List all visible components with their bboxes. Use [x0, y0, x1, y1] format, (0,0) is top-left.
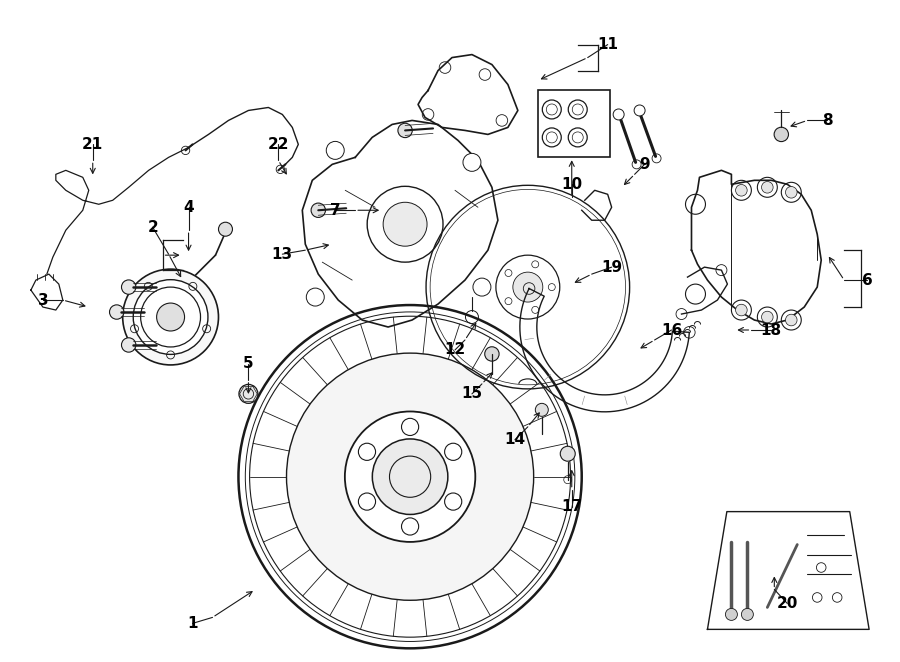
Text: 13: 13: [272, 247, 292, 261]
Circle shape: [735, 185, 747, 196]
Circle shape: [774, 127, 788, 142]
Circle shape: [398, 123, 412, 138]
Circle shape: [133, 279, 208, 354]
Text: 15: 15: [462, 387, 482, 401]
Circle shape: [373, 439, 448, 514]
Circle shape: [735, 305, 747, 316]
Circle shape: [473, 278, 491, 296]
Circle shape: [445, 493, 462, 510]
Circle shape: [110, 305, 124, 319]
Circle shape: [122, 280, 136, 295]
Text: 11: 11: [598, 37, 618, 52]
Circle shape: [725, 608, 737, 620]
Text: 10: 10: [562, 177, 582, 192]
Circle shape: [401, 418, 419, 436]
Text: 4: 4: [184, 200, 194, 214]
Circle shape: [327, 142, 344, 160]
Circle shape: [536, 403, 548, 416]
Circle shape: [219, 222, 232, 236]
Circle shape: [122, 338, 136, 352]
Text: 17: 17: [562, 499, 582, 514]
Text: 14: 14: [504, 432, 526, 448]
Text: 7: 7: [330, 203, 340, 218]
Circle shape: [306, 288, 324, 306]
Text: 19: 19: [601, 260, 622, 275]
Circle shape: [122, 269, 219, 365]
Circle shape: [786, 187, 797, 198]
Circle shape: [613, 109, 624, 120]
Circle shape: [157, 303, 184, 331]
Text: 18: 18: [760, 322, 782, 338]
Circle shape: [383, 203, 427, 246]
Text: 21: 21: [82, 137, 104, 152]
Text: 16: 16: [661, 322, 682, 338]
Text: 12: 12: [445, 342, 465, 357]
Circle shape: [786, 314, 797, 326]
Text: 2: 2: [148, 220, 158, 235]
Text: 9: 9: [639, 157, 650, 172]
Circle shape: [463, 154, 481, 171]
Circle shape: [238, 385, 258, 403]
Circle shape: [311, 203, 326, 217]
Circle shape: [561, 446, 575, 461]
Text: 5: 5: [243, 356, 254, 371]
Circle shape: [634, 105, 645, 116]
Text: 6: 6: [861, 273, 872, 287]
Text: 20: 20: [777, 596, 798, 611]
Circle shape: [401, 518, 419, 535]
Circle shape: [286, 353, 534, 600]
Circle shape: [345, 412, 475, 542]
Circle shape: [445, 444, 462, 460]
Circle shape: [485, 347, 500, 361]
Circle shape: [761, 181, 773, 193]
Circle shape: [742, 608, 753, 620]
Text: 22: 22: [267, 137, 289, 152]
Bar: [538, 89, 609, 158]
Text: 8: 8: [822, 113, 832, 128]
Circle shape: [358, 493, 375, 510]
Circle shape: [513, 272, 543, 302]
Text: 3: 3: [38, 293, 49, 308]
Circle shape: [358, 444, 375, 460]
Text: 1: 1: [187, 616, 198, 631]
Circle shape: [761, 311, 773, 323]
